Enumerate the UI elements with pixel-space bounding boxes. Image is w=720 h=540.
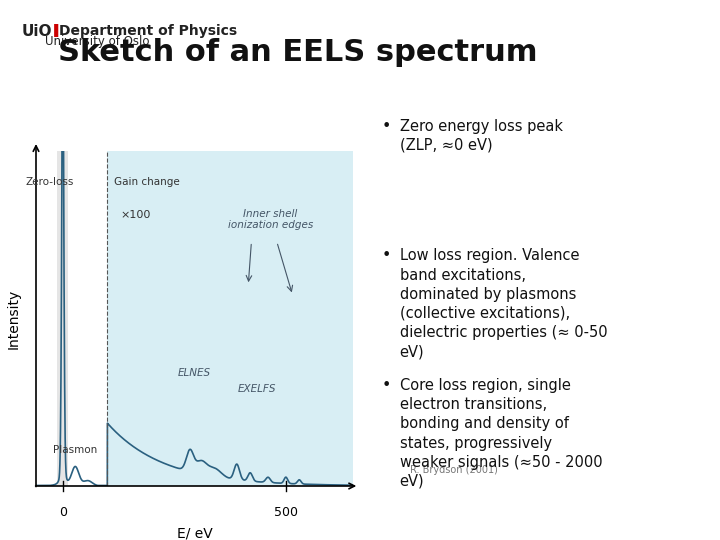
Text: ❚: ❚ xyxy=(47,24,66,37)
Text: Department of Physics: Department of Physics xyxy=(59,24,237,38)
Text: Intensity: Intensity xyxy=(6,288,21,349)
Text: Inner shell
ionization edges: Inner shell ionization edges xyxy=(228,208,313,230)
Text: 500: 500 xyxy=(274,506,298,519)
Text: •: • xyxy=(382,378,391,393)
Text: ×100: ×100 xyxy=(120,210,150,220)
Text: Low loss region. Valence
band excitations,
dominated by plasmons
(collective exc: Low loss region. Valence band excitation… xyxy=(400,248,607,360)
Text: Plasmon: Plasmon xyxy=(53,444,97,455)
Text: EXELFS: EXELFS xyxy=(238,384,276,394)
Text: Zero-loss: Zero-loss xyxy=(26,177,74,187)
Bar xyxy=(107,151,353,486)
Text: •: • xyxy=(382,248,391,264)
Text: R. Brydson (2001): R. Brydson (2001) xyxy=(410,465,498,475)
Text: ELNES: ELNES xyxy=(178,368,211,377)
Text: Zero energy loss peak
(ZLP, ≈0 eV): Zero energy loss peak (ZLP, ≈0 eV) xyxy=(400,119,562,153)
Text: E/ eV: E/ eV xyxy=(176,526,212,540)
Text: Gain change: Gain change xyxy=(114,177,179,187)
Text: 0: 0 xyxy=(59,506,67,519)
Text: University of Oslo: University of Oslo xyxy=(45,35,149,48)
Text: UiO: UiO xyxy=(22,24,52,39)
Text: Sketch of an EELS spectrum: Sketch of an EELS spectrum xyxy=(58,38,537,67)
Bar xyxy=(58,151,68,486)
Text: •: • xyxy=(382,119,391,134)
Text: Core loss region, single
electron transitions,
bonding and density of
states, pr: Core loss region, single electron transi… xyxy=(400,378,602,489)
